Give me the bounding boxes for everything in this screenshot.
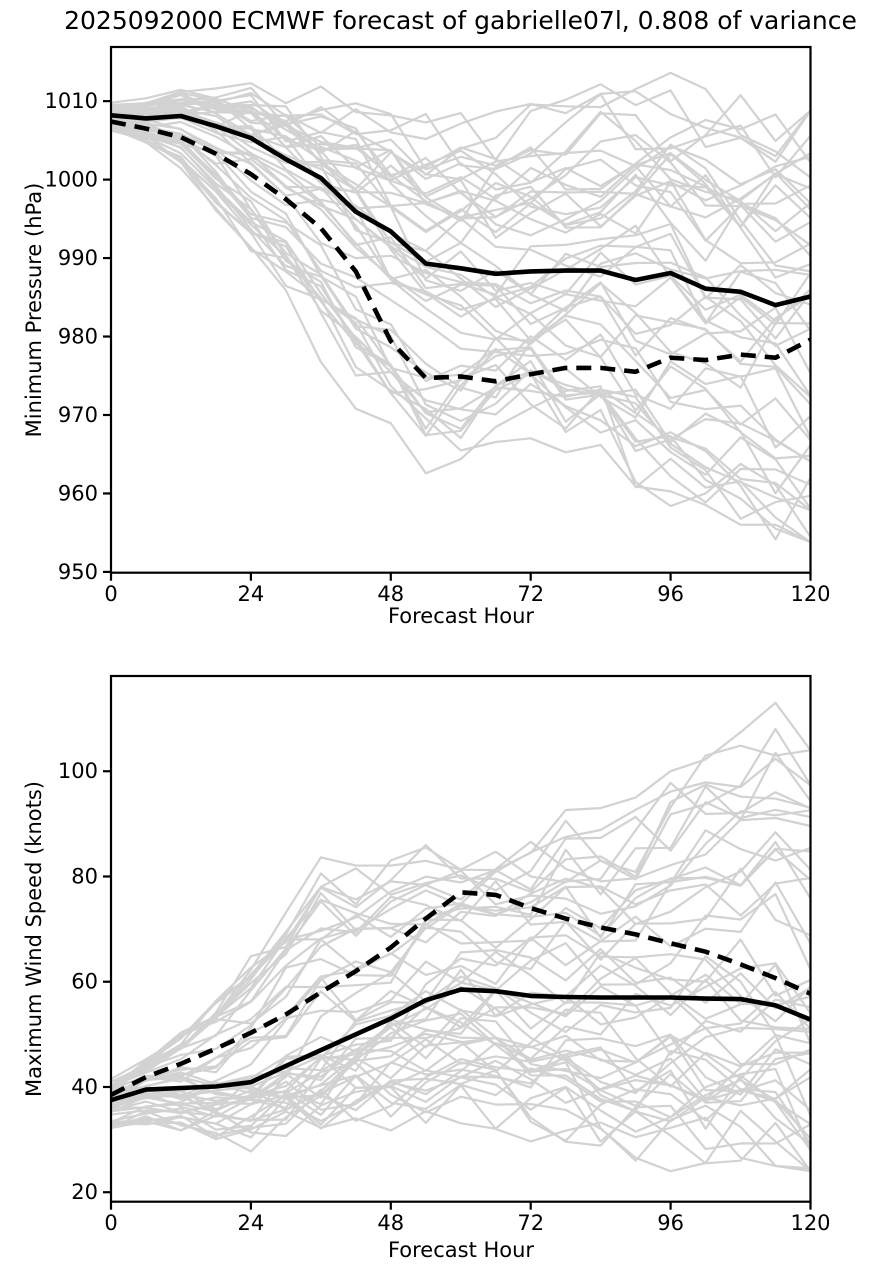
- ensemble-member-line: [111, 107, 811, 235]
- wind-chart: 100 80 60 40 200 24 48 72 96 120: [58, 674, 831, 1235]
- y-tick-label: 1000: [45, 168, 98, 192]
- y-tick-label: 990: [58, 246, 98, 270]
- x-tick-label: 0: [104, 1211, 117, 1235]
- dashed-mean-line: [111, 889, 811, 1097]
- ensemble-member-line: [111, 1041, 811, 1123]
- plot-area: [111, 71, 811, 544]
- dashed-mean-line: [111, 119, 811, 384]
- ensemble-member-line: [111, 985, 811, 1102]
- y-tick-label: 1010: [45, 89, 98, 113]
- ensemble-member-line: [111, 934, 811, 1104]
- x-tick-label: 24: [238, 582, 265, 606]
- ensemble-member-line: [111, 125, 811, 543]
- ensemble-member-line: [111, 82, 811, 163]
- ensemble-member-line: [111, 757, 811, 1088]
- figure-title: 2025092000 ECMWF forecast of gabrielle07…: [64, 6, 857, 35]
- ensemble-member-line: [111, 954, 811, 1100]
- ensemble-mean-line: [111, 987, 811, 1103]
- ensemble-member-line: [111, 71, 811, 179]
- y-tick-label: 980: [58, 325, 98, 349]
- x-tick-label: 48: [377, 582, 404, 606]
- x-tick-label: 0: [104, 582, 117, 606]
- ensemble-member-line: [111, 990, 811, 1105]
- ensemble-member-line: [111, 1046, 811, 1151]
- ensemble-member-line: [111, 781, 811, 1091]
- x-tick-label: 96: [657, 1211, 684, 1235]
- ensemble-member-line: [111, 1017, 811, 1116]
- ensemble-member-line: [111, 783, 811, 1089]
- y-tick-label: 970: [58, 403, 98, 427]
- plot-area: [111, 701, 811, 1173]
- x-tick-label: 24: [238, 1211, 265, 1235]
- ensemble-member-line: [111, 117, 811, 398]
- x-tick-label: 120: [790, 1211, 830, 1235]
- axes-frame: [109, 45, 812, 574]
- x-tick-label: 48: [377, 1211, 404, 1235]
- ensemble-member-line: [111, 91, 811, 179]
- ensemble-member-line: [111, 123, 811, 463]
- ensemble-member-line: [111, 86, 811, 202]
- ensemble-member-line: [111, 744, 811, 1087]
- y-tick-label: 40: [71, 1075, 98, 1099]
- x-tick-label: 120: [790, 582, 830, 606]
- ensemble-member-line: [111, 120, 811, 449]
- ensemble-member-line: [111, 1012, 811, 1118]
- ensemble-member-line: [111, 103, 811, 229]
- ensemble-member-line: [111, 829, 811, 1087]
- axes-frame: [109, 674, 812, 1203]
- ensemble-member-line: [111, 90, 811, 158]
- ensemble-member-line: [111, 701, 811, 1087]
- ensemble-member-line: [111, 881, 811, 1094]
- ensemble-member-line: [111, 88, 811, 171]
- ensemble-member-line: [111, 127, 811, 544]
- ensemble-member-line: [111, 129, 811, 520]
- x-tick-label: 96: [657, 582, 684, 606]
- wind-x-axis-label: Forecast Hour: [387, 1238, 535, 1262]
- ensemble-member-line: [111, 847, 811, 1088]
- ensemble-member-line: [111, 103, 811, 233]
- ensemble-member-line: [111, 108, 811, 326]
- ensemble-member-line: [111, 106, 811, 340]
- ensemble-member-line: [111, 114, 811, 322]
- ensemble-mean-line: [111, 113, 811, 308]
- y-tick-label: 80: [71, 864, 98, 888]
- y-tick-label: 960: [58, 481, 98, 505]
- y-tick-label: 20: [71, 1180, 98, 1204]
- ensemble-member-line: [111, 125, 811, 438]
- ensemble-member-line: [111, 990, 811, 1111]
- ensemble-member-line: [111, 127, 811, 463]
- y-tick-label: 950: [58, 560, 98, 584]
- ensemble-member-line: [111, 867, 811, 1092]
- ensemble-member-line: [111, 119, 811, 441]
- y-tick-label: 60: [71, 970, 98, 994]
- x-tick-label: 72: [517, 1211, 544, 1235]
- x-tick-label: 72: [517, 582, 544, 606]
- y-tick-label: 100: [58, 759, 98, 783]
- pressure-x-axis-label: Forecast Hour: [387, 604, 535, 628]
